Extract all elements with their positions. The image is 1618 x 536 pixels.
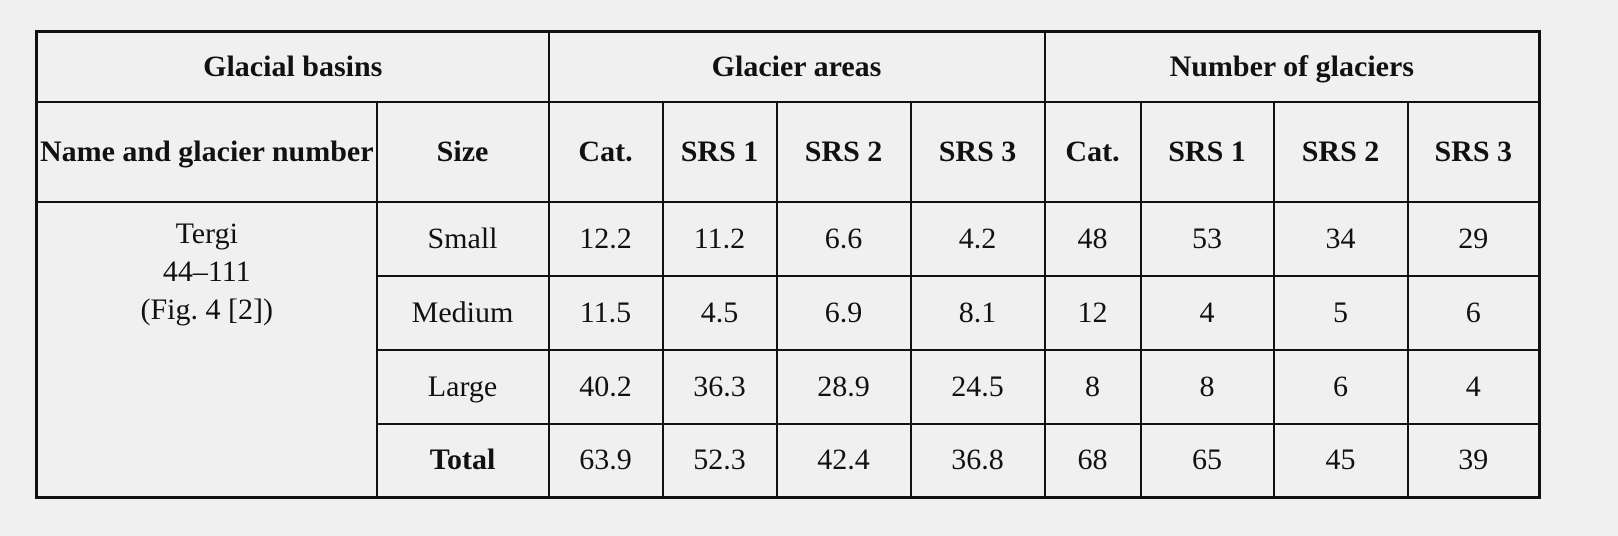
basin-cell: Tergi 44–111 (Fig. 4 [2]) [35, 200, 378, 499]
value-cell: 11.5 [547, 274, 664, 351]
value-cell: 5 [1272, 274, 1409, 351]
data-row: Total 63.9 52.3 42.4 36.8 68 65 45 39 [37, 422, 1541, 499]
table-body: Glacial basins Glacier areas Number of gla… [35, 30, 1541, 499]
value-cell: 45 [1272, 422, 1409, 499]
value-cell: 36.8 [909, 422, 1046, 499]
data-row: Tergi 44–111 (Fig. 4 [2]) Small 12.2 11.2 6.6 4… [35, 200, 1541, 499]
column-header: SRS 2 [775, 100, 912, 203]
value-cell: 52.3 [661, 422, 778, 499]
value-cell: 6.9 [775, 274, 912, 351]
size-cell: Medium [375, 274, 550, 351]
column-header: Cat. [1043, 100, 1142, 203]
size-cell: Small [375, 200, 550, 277]
size-cell: Large [375, 348, 550, 425]
value-cell: 36.3 [661, 348, 778, 425]
column-header: Size [375, 100, 550, 203]
column-header: SRS 3 [1406, 100, 1541, 203]
value-cell: 6 [1272, 348, 1409, 425]
value-cell: 40.2 [547, 348, 664, 425]
value-cell: 48 [1043, 200, 1142, 277]
group-header: Glacier areas [547, 30, 1046, 103]
glacier-table: Glacial basins Glacier areas Number of gla… [35, 30, 1542, 499]
value-cell: 8 [1043, 348, 1142, 425]
group-header: Glacial basins [35, 30, 550, 103]
data-row: Medium 11.5 4.5 6.9 8.1 12 4 5 6 [37, 274, 1541, 351]
size-cell: Total [375, 422, 550, 499]
value-cell: 11.2 [661, 200, 778, 277]
value-cell: 28.9 [775, 348, 912, 425]
basin-line: Tergi [175, 216, 238, 250]
value-cell: 6 [1406, 274, 1541, 351]
value-cell: 34 [1272, 200, 1409, 277]
header-row: Name and glacier number Size Cat. SRS 1 SRS … [35, 100, 1541, 203]
value-cell: 12 [1043, 274, 1142, 351]
value-cell: 63.9 [547, 422, 664, 499]
value-cell: 12.2 [547, 200, 664, 277]
group-header: Number of glaciers [1043, 30, 1541, 103]
value-cell: 4.2 [909, 200, 1046, 277]
value-cell: 39 [1406, 422, 1541, 499]
basin-line: 44–111 [162, 254, 251, 288]
value-cell: 4 [1406, 348, 1541, 425]
value-cell: 65 [1139, 422, 1275, 499]
value-cell: 42.4 [775, 422, 912, 499]
header-row: Glacial basins Glacier areas Number of gla… [35, 30, 1541, 103]
value-cell: 24.5 [909, 348, 1046, 425]
data-row: Large 40.2 36.3 28.9 24.5 8 8 6 4 [37, 348, 1541, 425]
value-cell: 8.1 [909, 274, 1046, 351]
column-header: Name and glacier number [35, 100, 378, 203]
basin-line: (Fig. 4 [2]) [140, 292, 273, 326]
value-cell: 53 [1139, 200, 1275, 277]
value-cell: 4 [1139, 274, 1275, 351]
column-header: SRS 1 [661, 100, 778, 203]
value-cell: 29 [1406, 200, 1541, 277]
value-cell: 6.6 [775, 200, 912, 277]
column-header: SRS 2 [1272, 100, 1409, 203]
column-header: Cat. [547, 100, 664, 203]
value-cell: 68 [1043, 422, 1142, 499]
value-cell: 4.5 [661, 274, 778, 351]
value-cell: 8 [1139, 348, 1275, 425]
column-header: SRS 1 [1139, 100, 1275, 203]
column-header: SRS 3 [909, 100, 1046, 203]
